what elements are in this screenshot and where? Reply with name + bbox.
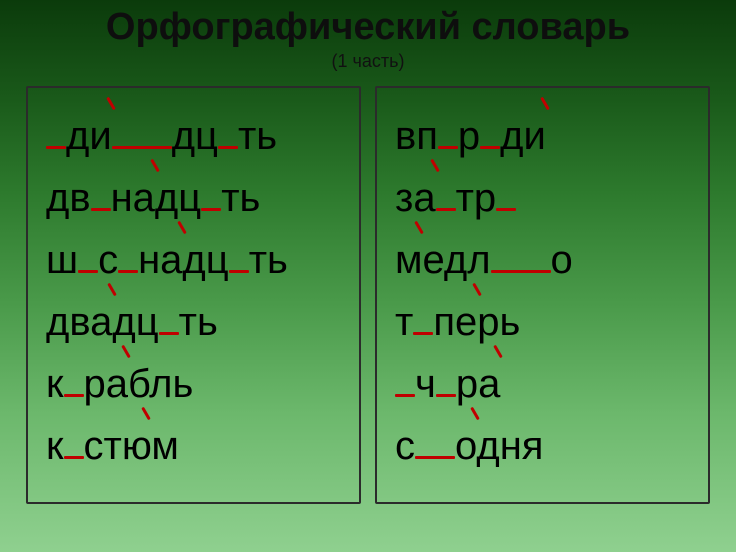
word-text: ть (179, 302, 218, 342)
blank-underline (438, 146, 458, 149)
word-item: ди дцть (46, 116, 341, 156)
word-text: надц (138, 240, 229, 280)
blank-underline (64, 394, 84, 397)
word-text: дв (46, 178, 91, 218)
word-item: впрди (395, 116, 690, 156)
stress-mark-icon (106, 97, 116, 111)
word-text: за (395, 178, 436, 218)
word-text: вп (395, 116, 438, 156)
stress-mark-icon (121, 345, 131, 359)
word-text: о (551, 240, 573, 280)
word-item: кстюм (46, 426, 341, 466)
word-text: к (46, 426, 64, 466)
blank-underline (159, 332, 179, 335)
word-column-right: впрдизатрмедлотперьчрасодня (375, 86, 710, 504)
stress-mark-icon (473, 283, 483, 297)
word-text: ди (66, 116, 112, 156)
word-item: затр (395, 178, 690, 218)
word-text: стюм (84, 426, 179, 466)
blank-underline (436, 394, 456, 397)
word-text: ди (500, 116, 546, 156)
stress-mark-icon (107, 283, 117, 297)
word-text: ть (221, 178, 260, 218)
page-title: Орфографический словарь (0, 6, 736, 49)
word-text: рабль (84, 364, 194, 404)
stress-mark-icon (470, 407, 480, 421)
stress-mark-icon (414, 221, 424, 235)
blank-underline (480, 146, 500, 149)
word-item: чра (395, 364, 690, 404)
blank-underline (118, 270, 138, 273)
stress-mark-icon (150, 159, 160, 173)
word-text: тр (456, 178, 497, 218)
blank-underline (496, 208, 516, 211)
header: Орфографический словарь (1 часть) (0, 0, 736, 72)
stress-mark-icon (430, 159, 440, 173)
blank-underline (218, 146, 238, 149)
stress-mark-icon (540, 97, 550, 111)
word-item: двнадцть (46, 178, 341, 218)
blank-underline (78, 270, 98, 273)
blank-underline (229, 270, 249, 273)
blank-underline (91, 208, 111, 211)
word-item: медл о (395, 240, 690, 280)
word-text: одня (455, 426, 543, 466)
blank-underline (415, 456, 455, 459)
word-item: крабль (46, 364, 341, 404)
word-column-left: дидцтьдвнадцтьшснадцтьдвадцтькраблькстюм (26, 86, 361, 504)
word-text: дц (172, 116, 218, 156)
word-item: тперь (395, 302, 690, 342)
blank-underline (491, 270, 551, 273)
blank-underline (112, 146, 172, 149)
word-text: р (458, 116, 480, 156)
stress-mark-icon (177, 221, 187, 235)
word-text: к (46, 364, 64, 404)
word-text: ть (249, 240, 288, 280)
word-text: медл (395, 240, 491, 280)
page-subtitle: (1 часть) (0, 51, 736, 72)
word-item: двадцть (46, 302, 341, 342)
word-text: двадц (46, 302, 159, 342)
blank-underline (395, 394, 415, 397)
word-text: надц (111, 178, 202, 218)
word-text: с (395, 426, 415, 466)
blank-underline (436, 208, 456, 211)
columns-container: дидцтьдвнадцтьшснадцтьдвадцтькраблькстюм… (0, 86, 736, 504)
word-text: ш (46, 240, 78, 280)
blank-underline (413, 332, 433, 335)
word-text: ра (456, 364, 501, 404)
blank-underline (64, 456, 84, 459)
word-item: содня (395, 426, 690, 466)
stress-mark-icon (493, 345, 503, 359)
word-text: перь (433, 302, 520, 342)
blank-underline (201, 208, 221, 211)
word-text: ть (238, 116, 277, 156)
blank-underline (46, 146, 66, 149)
stress-mark-icon (141, 407, 151, 421)
word-text: ч (415, 364, 436, 404)
word-text: с (98, 240, 118, 280)
word-text: т (395, 302, 413, 342)
word-item: шснадцть (46, 240, 341, 280)
